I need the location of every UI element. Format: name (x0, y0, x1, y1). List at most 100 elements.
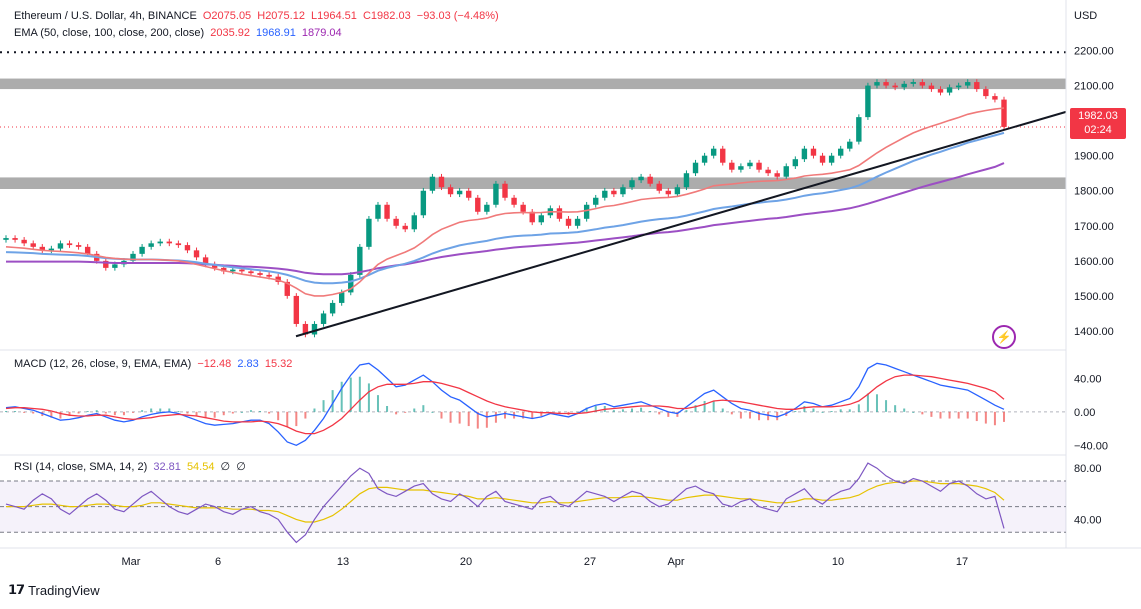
candle-96 (874, 79, 880, 89)
candle-53 (484, 201, 490, 215)
candle-1 (12, 235, 18, 243)
macd-bar-13 (122, 411, 125, 416)
macd-signal-value: 15.32 (264, 358, 293, 370)
candle-46 (420, 187, 427, 219)
tradingview-logo[interactable]: 𝟭𝟳 TradingView (8, 582, 100, 598)
macd-bar-30 (277, 411, 280, 421)
candle-42 (384, 201, 390, 222)
candle-80 (729, 159, 735, 173)
rsi-sma-value: 54.54 (186, 461, 215, 473)
macd-bar-12 (113, 411, 116, 416)
macd-bar-96 (875, 394, 878, 412)
macd-bar-82 (748, 411, 751, 419)
candle-74 (674, 184, 681, 198)
macd-bar-46 (422, 405, 425, 412)
macd-bar-11 (104, 411, 107, 414)
close-value: C1982.03 (362, 10, 411, 22)
candle-66 (602, 187, 608, 201)
macd-bar-6 (59, 411, 62, 419)
rsi-band-lines (0, 480, 1066, 533)
candle-101 (919, 79, 926, 89)
macd-bar-73 (667, 411, 670, 417)
candle-89 (810, 145, 817, 159)
candle-64 (583, 201, 590, 222)
price-tick-0: 2200.00 (1074, 46, 1114, 58)
rsi-tick-1: 40.00 (1074, 514, 1102, 526)
candle-76 (692, 159, 699, 177)
candle-36 (329, 300, 336, 317)
macd-bar-25 (231, 411, 234, 414)
macd-tick-0: 40.00 (1074, 373, 1102, 385)
candle-110 (1001, 96, 1007, 130)
candle-7 (66, 240, 73, 248)
macd-bar-48 (440, 411, 443, 419)
candle-43 (393, 215, 399, 229)
candle-104 (946, 84, 953, 96)
macd-bar-69 (631, 408, 634, 412)
macd-bar-90 (821, 411, 824, 413)
macd-bar-57 (522, 411, 525, 419)
bar-countdown: 02:24 (1084, 124, 1112, 136)
tradingview-mark-icon: 𝟭𝟳 (8, 582, 25, 597)
candle-16 (148, 240, 154, 250)
macd-histogram (5, 376, 1005, 429)
candle-18 (166, 238, 173, 247)
candle-40 (366, 215, 372, 250)
candle-78 (710, 145, 717, 159)
candle-107 (974, 79, 980, 92)
candle-21 (193, 247, 200, 261)
candle-45 (411, 212, 417, 233)
macd-bar-41 (376, 395, 379, 412)
macd-bar-38 (349, 377, 352, 412)
macd-bar-61 (558, 411, 561, 414)
macd-bar-5 (50, 411, 53, 418)
candle-14 (130, 251, 136, 264)
rsi-value: 32.81 (153, 461, 181, 473)
macd-bar-24 (222, 411, 225, 416)
ema-100-value: 1968.91 (256, 27, 296, 39)
candle-55 (502, 180, 508, 201)
macd-bar-71 (649, 411, 652, 413)
macd-legend[interactable]: MACD (12, 26, close, 9, EMA, EMA) −12.48… (14, 357, 295, 371)
lightning-icon[interactable]: ⚡ (992, 325, 1016, 349)
candle-71 (647, 173, 653, 187)
current-price: 1982.03 (1078, 110, 1118, 122)
candle-58 (529, 208, 535, 226)
candle-72 (656, 180, 662, 194)
macd-bar-97 (885, 400, 888, 412)
macd-bar-74 (676, 411, 679, 417)
macd-signal-line (5, 374, 1005, 435)
candle-68 (620, 184, 626, 198)
ema-legend[interactable]: EMA (50, close, 100, close, 200, close) … (14, 26, 345, 40)
time-tick-7: 17 (956, 556, 968, 568)
macd-bar-8 (77, 411, 80, 414)
high-value: H2075.12 (257, 10, 305, 22)
candle-52 (475, 194, 481, 215)
candle-94 (856, 114, 862, 145)
rsi-line (5, 462, 1005, 544)
macd-bar-107 (975, 411, 978, 422)
symbol-legend[interactable]: Ethereum / U.S. Dollar, 4h, BINANCE O207… (14, 9, 502, 23)
macd-bar-29 (268, 411, 271, 414)
macd-bar-70 (640, 407, 643, 412)
macd-bar-18 (168, 408, 171, 412)
candle-93 (847, 138, 853, 152)
candle-100 (910, 79, 916, 87)
ema-legend-label: EMA (50, close, 100, close, 200, close) (14, 27, 205, 39)
rsi-sma-line (6, 480, 1005, 523)
macd-bar-93 (848, 409, 851, 412)
candle-79 (720, 145, 726, 166)
macd-bar-39 (358, 376, 361, 412)
change-value: −93.03 (−4.48%) (416, 10, 499, 22)
candle-67 (611, 187, 617, 198)
candle-105 (955, 82, 962, 91)
candle-32 (293, 293, 300, 327)
symbol-title: Ethereum / U.S. Dollar, 4h, BINANCE (14, 10, 197, 22)
candle-3 (30, 240, 36, 250)
macd-bar-67 (612, 410, 615, 412)
rsi-legend[interactable]: RSI (14, close, SMA, 14, 2) 32.81 54.54 … (14, 460, 249, 474)
open-value: O2075.05 (202, 10, 252, 22)
macd-bar-102 (930, 411, 933, 417)
macd-bar-85 (776, 411, 779, 421)
